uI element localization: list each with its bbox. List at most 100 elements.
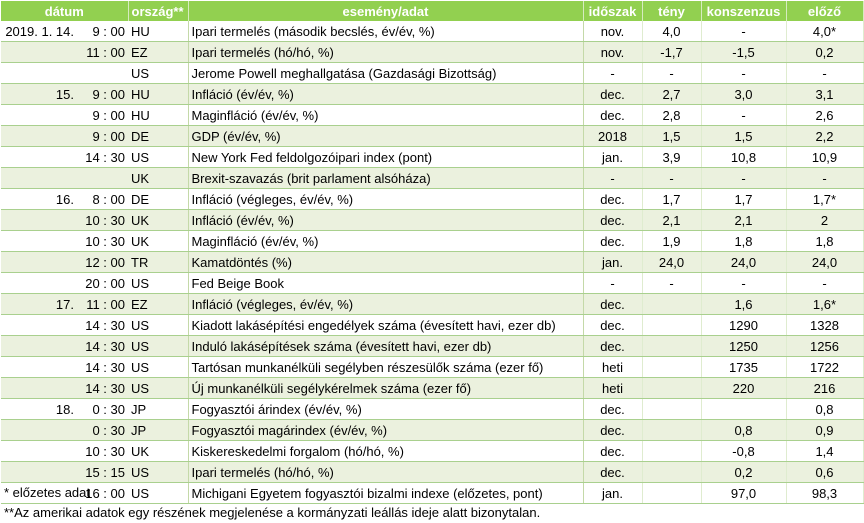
header-previous: előző	[786, 1, 864, 21]
consensus-cell: -	[701, 167, 787, 189]
table-row: 9 : 00 DE GDP (év/év, %) 2018 1,5 1,5 2,2	[1, 125, 864, 147]
period-cell: dec.	[583, 293, 643, 315]
previous-cell: 0,6	[786, 461, 864, 483]
previous-cell: 1256	[786, 335, 864, 357]
consensus-cell: 1735	[701, 356, 787, 378]
consensus-cell: 24,0	[701, 251, 787, 273]
previous-cell: 24,0	[786, 251, 864, 273]
previous-cell: 3,1	[786, 83, 864, 105]
period-cell: jan.	[583, 146, 643, 168]
consensus-cell: 1,6	[701, 293, 787, 315]
event-cell: Michigani Egyetem fogyasztói bizalmi ind…	[188, 482, 584, 504]
event-cell: GDP (év/év, %)	[188, 125, 584, 147]
date-cell	[1, 146, 76, 168]
period-cell: -	[583, 167, 643, 189]
actual-cell: 1,7	[642, 188, 702, 210]
actual-cell: 4,0	[642, 21, 702, 42]
time-cell: 10 : 30	[76, 230, 128, 252]
date-cell	[1, 167, 76, 189]
consensus-cell: -	[701, 62, 787, 84]
date-cell	[1, 419, 76, 441]
consensus-cell: 1,7	[701, 188, 787, 210]
country-cell: US	[128, 356, 189, 378]
country-cell: DE	[128, 125, 189, 147]
date-cell	[1, 41, 76, 63]
time-cell: 14 : 30	[76, 146, 128, 168]
event-cell: New York Fed feldolgozóipari index (pont…	[188, 146, 584, 168]
period-cell: heti	[583, 377, 643, 399]
previous-cell: -	[786, 167, 864, 189]
country-cell: US	[128, 314, 189, 336]
previous-cell: -	[786, 62, 864, 84]
event-cell: Ipari termelés (hó/hó, %)	[188, 461, 584, 483]
date-cell	[1, 335, 76, 357]
previous-cell: 98,3	[786, 482, 864, 504]
period-cell: dec.	[583, 230, 643, 252]
period-cell: nov.	[583, 41, 643, 63]
country-cell: US	[128, 482, 189, 504]
consensus-cell: 3,0	[701, 83, 787, 105]
country-cell: UK	[128, 167, 189, 189]
period-cell: -	[583, 272, 643, 294]
previous-cell: 4,0*	[786, 21, 864, 42]
period-cell: heti	[583, 356, 643, 378]
table-row: 16 : 00 US Michigani Egyetem fogyasztói bi…	[1, 482, 864, 504]
table-row: 18. 0 : 30 JP Fogyasztói árindex (év/év, %)…	[1, 398, 864, 420]
period-cell: jan.	[583, 482, 643, 504]
table-row: 2019. 1. 14. 9 : 00 HU Ipari termelés (máso…	[1, 21, 864, 42]
country-cell: TR	[128, 251, 189, 273]
time-cell: 10 : 30	[76, 209, 128, 231]
date-cell	[1, 356, 76, 378]
event-cell: Infláció (év/év, %)	[188, 83, 584, 105]
actual-cell	[642, 482, 702, 504]
footnote-us-data: **Az amerikai adatok egy részének megjel…	[4, 505, 541, 520]
country-cell: EZ	[128, 41, 189, 63]
period-cell: dec.	[583, 83, 643, 105]
actual-cell: -1,7	[642, 41, 702, 63]
previous-cell: 1328	[786, 314, 864, 336]
table-row: 12 : 00 TR Kamatdöntés (%) jan. 24,0 24,0 24,0	[1, 251, 864, 273]
actual-cell: -	[642, 167, 702, 189]
country-cell: UK	[128, 209, 189, 231]
time-cell: 11 : 00	[76, 293, 128, 315]
consensus-cell: 2,1	[701, 209, 787, 231]
consensus-cell: 1,5	[701, 125, 787, 147]
event-cell: Brexit-szavazás (brit parlament alsóháza…	[188, 167, 584, 189]
actual-cell: 2,1	[642, 209, 702, 231]
period-cell: dec.	[583, 440, 643, 462]
previous-cell: 1,4	[786, 440, 864, 462]
actual-cell	[642, 377, 702, 399]
date-cell	[1, 125, 76, 147]
table-row: 0 : 30 JP Fogyasztói magárindex (év/év, %)…	[1, 419, 864, 441]
consensus-cell: 1290	[701, 314, 787, 336]
table-row: 14 : 30 US Induló lakásépítések száma (éve…	[1, 335, 864, 357]
period-cell: jan.	[583, 251, 643, 273]
consensus-cell: 0,8	[701, 419, 787, 441]
event-cell: Maginfláció (év/év, %)	[188, 104, 584, 126]
period-cell: dec.	[583, 461, 643, 483]
period-cell: nov.	[583, 21, 643, 42]
consensus-cell	[701, 398, 787, 420]
time-cell: 9 : 00	[76, 83, 128, 105]
country-cell: US	[128, 461, 189, 483]
previous-cell: 10,9	[786, 146, 864, 168]
consensus-cell: -	[701, 21, 787, 42]
actual-cell	[642, 293, 702, 315]
event-cell: Fogyasztói árindex (év/év, %)	[188, 398, 584, 420]
time-cell	[76, 62, 128, 84]
event-cell: Fogyasztói magárindex (év/év, %)	[188, 419, 584, 441]
country-cell: EZ	[128, 293, 189, 315]
date-cell: 18.	[1, 398, 76, 420]
time-cell	[76, 167, 128, 189]
event-cell: Kiskereskedelmi forgalom (hó/hó, %)	[188, 440, 584, 462]
table-row: 14 : 30 US Kiadott lakásépítési engedélyek…	[1, 314, 864, 336]
actual-cell: 1,5	[642, 125, 702, 147]
table-row: 14 : 30 US Tartósan munkanélküli segélyben…	[1, 356, 864, 378]
country-cell: UK	[128, 230, 189, 252]
actual-cell	[642, 398, 702, 420]
actual-cell: -	[642, 272, 702, 294]
period-cell: dec.	[583, 188, 643, 210]
table-row: 20 : 00 US Fed Beige Book - - - -	[1, 272, 864, 294]
actual-cell	[642, 440, 702, 462]
event-cell: Fed Beige Book	[188, 272, 584, 294]
